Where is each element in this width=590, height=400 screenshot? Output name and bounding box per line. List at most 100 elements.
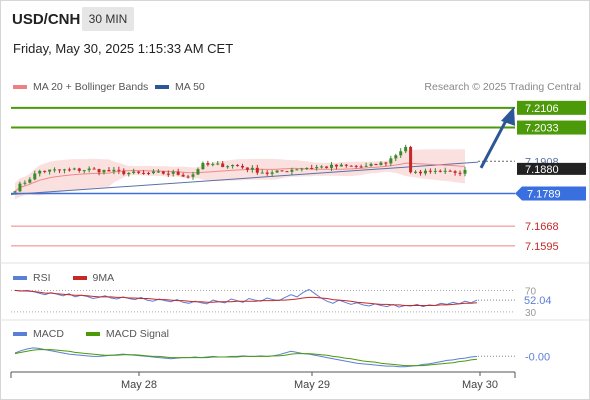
candle-body-55 [285, 171, 289, 173]
level-label-4: 7.1668 [525, 221, 559, 233]
last-price-badge [517, 162, 586, 175]
candle-body-33 [176, 171, 180, 175]
candle-body-21 [117, 169, 121, 171]
macd-series-0 [14, 347, 478, 368]
candle-body-7 [48, 169, 52, 172]
candle-body-30 [161, 171, 165, 174]
candle-body-66 [339, 164, 343, 167]
candle-body-45 [236, 165, 240, 167]
ma50-legend-label: MA 50 [175, 81, 205, 93]
candle-body-50 [260, 172, 264, 174]
candle-body-3 [28, 179, 32, 183]
candle-body-88 [448, 170, 452, 172]
timeframe-button[interactable]: 30 MIN [82, 7, 134, 31]
rsi-legend-label: RSI [33, 272, 51, 284]
candle-body-63 [325, 166, 329, 168]
candle-body-72 [369, 163, 373, 166]
candle-body-15 [87, 168, 91, 171]
candle-body-86 [438, 170, 442, 172]
candle-body-36 [191, 174, 195, 177]
candle-body-19 [107, 169, 111, 172]
candle-body-0 [13, 191, 17, 193]
forecast-arrow-head [501, 106, 515, 126]
candle-body-42 [221, 163, 225, 168]
candle-body-58 [300, 168, 304, 170]
x-tick-label-1: May 29 [294, 379, 330, 391]
rsi-swatch [13, 276, 27, 280]
rsi-ref-label-1: 30 [525, 308, 537, 319]
macd-last-label: -0.00 [525, 351, 550, 363]
candle-body-9 [58, 169, 62, 171]
macd-signal-legend-label: MACD Signal [105, 328, 169, 340]
macd-series-1 [14, 349, 478, 367]
candle-body-2 [23, 182, 27, 184]
candle-body-83 [423, 170, 427, 174]
candle-body-14 [82, 170, 86, 172]
candle-body-37 [196, 169, 200, 175]
candle-body-39 [206, 162, 210, 165]
ma50-line [10, 161, 479, 196]
candle-body-60 [310, 168, 314, 170]
candle-body-26 [142, 172, 146, 174]
candle-body-46 [240, 165, 244, 168]
rsi-series-0 [14, 288, 478, 308]
candle-body-47 [245, 167, 249, 170]
candle-body-75 [384, 162, 388, 164]
level-label-0: 7.2106 [525, 103, 559, 115]
candle-body-17 [97, 169, 101, 173]
level-label-3: 7.1789 [527, 188, 561, 200]
macd-legend-label: MACD [33, 328, 64, 340]
candle-body-65 [334, 164, 338, 167]
rsi-ma-swatch [72, 276, 87, 280]
ma50-swatch [155, 85, 169, 89]
candle-body-18 [102, 169, 106, 173]
macd-signal-swatch [85, 332, 100, 336]
candle-body-24 [132, 171, 136, 173]
ma20-line [14, 162, 466, 192]
candle-body-10 [62, 169, 66, 171]
candle-body-59 [305, 168, 309, 170]
candle-body-43 [226, 166, 230, 168]
candle-body-78 [399, 151, 403, 156]
candle-body-40 [211, 164, 215, 166]
ma20-swatch [13, 85, 27, 89]
last-price-label: 7.1880 [525, 164, 559, 176]
bollinger-band [15, 149, 465, 200]
legend-macd: MACD MACD Signal [13, 328, 169, 340]
legend-ma50: MA 50 [155, 81, 205, 93]
candle-body-82 [418, 171, 422, 174]
candle-body-81 [414, 171, 418, 173]
candle-body-27 [147, 172, 151, 174]
candle-body-22 [122, 170, 126, 175]
rsi-last-label: 52.04 [524, 295, 552, 307]
candle-body-51 [265, 172, 269, 174]
candle-body-89 [453, 171, 457, 173]
symbol-title: USD/CNH [12, 11, 81, 28]
candle-body-61 [315, 167, 319, 169]
candle-body-71 [364, 165, 368, 167]
candle-body-32 [171, 171, 175, 174]
candle-body-67 [344, 164, 348, 166]
candle-body-80 [409, 146, 413, 173]
candle-body-84 [428, 170, 432, 172]
x-tick-label-0: May 28 [121, 379, 157, 391]
candle-body-53 [275, 170, 279, 173]
candle-body-8 [53, 169, 57, 171]
research-credit: Research © 2025 Trading Central [424, 81, 581, 93]
candle-body-31 [166, 173, 170, 175]
candle-body-49 [255, 167, 259, 173]
level-badge-3 [515, 186, 586, 201]
candle-body-16 [92, 168, 96, 170]
legend-ma20: MA 20 + Bollinger Bands [13, 81, 148, 93]
legend-rsi: RSI 9MA [13, 272, 114, 284]
candle-body-1 [18, 183, 22, 192]
candle-body-76 [389, 158, 393, 164]
candle-body-48 [250, 167, 254, 170]
level-label-1: 7.2033 [525, 123, 559, 135]
candle-body-41 [216, 163, 220, 165]
rsi-ref-label-0: 70 [525, 286, 537, 297]
candle-body-77 [394, 155, 398, 159]
candle-body-11 [67, 169, 71, 171]
candle-body-68 [349, 165, 353, 167]
